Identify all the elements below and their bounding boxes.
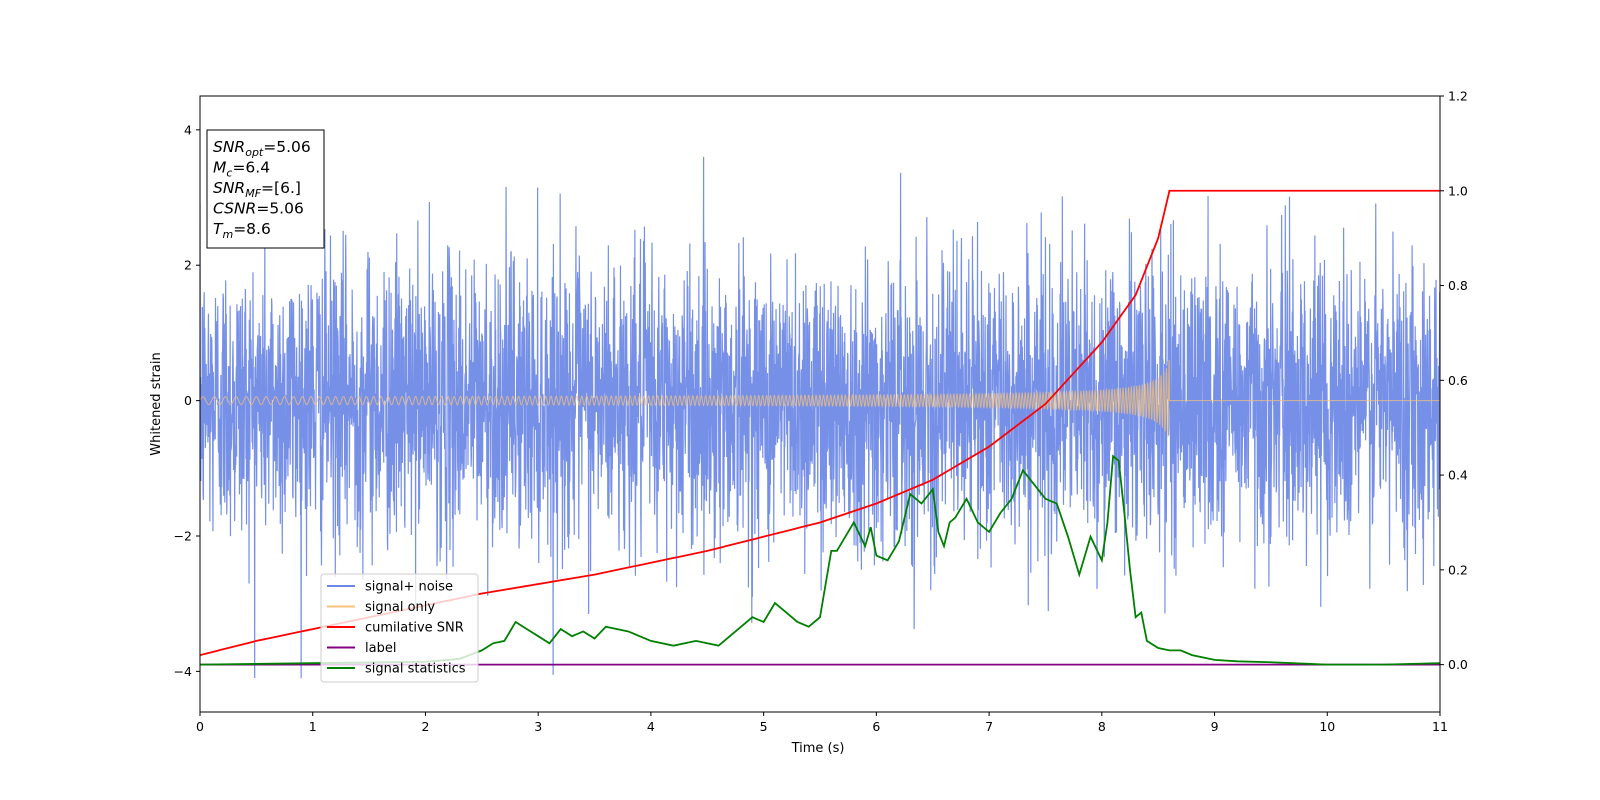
- legend: signal+ noise signal only cumilative SNR la…: [320, 573, 479, 683]
- axis-ticks: 0 1 2 3 4 5 6 7 8 9 10 11 −4 −2 0 2 4 0.0 0.2 0.4 0.6 0.8 1.0 1…: [174, 89, 1468, 735]
- x-tick-label: 6: [872, 719, 880, 734]
- x-tick-label: 5: [760, 719, 768, 734]
- series-signal-noise: [200, 156, 1440, 679]
- series-signal-statistics: [200, 454, 1440, 666]
- x-tick-label: 0: [196, 719, 204, 734]
- annotation-line: SNRopt=5.06: [213, 138, 311, 159]
- y-left-tick-label: 2: [184, 258, 192, 273]
- y-left-tick-label: 4: [184, 122, 192, 137]
- legend-frame: [320, 573, 479, 683]
- y-left-tick-label: −4: [174, 664, 192, 679]
- annotation-line: Mc=6.4: [213, 159, 270, 180]
- x-tick-label: 2: [421, 719, 429, 734]
- x-tick-label: 10: [1319, 719, 1335, 734]
- legend-label: signal+ noise: [365, 580, 453, 595]
- annotation-line: SNRMF=[6.]: [213, 179, 301, 200]
- series-signal-only: [200, 359, 1440, 438]
- y-right-tick-label: 1.0: [1448, 183, 1468, 198]
- y-right-tick-label: 0.4: [1448, 468, 1468, 483]
- y-axis-label: Whitened strain: [149, 352, 164, 455]
- y-right-tick-label: 0.2: [1448, 562, 1468, 577]
- x-tick-label: 3: [534, 719, 542, 734]
- x-tick-label: 7: [985, 719, 993, 734]
- axes-frame: [199, 95, 1441, 713]
- y-right-tick-label: 0.8: [1448, 278, 1468, 293]
- legend-label: label: [365, 641, 396, 656]
- x-tick-label: 9: [1211, 719, 1219, 734]
- y-left-tick-label: −2: [174, 529, 192, 544]
- annotation-line: Tm=8.6: [213, 220, 271, 241]
- y-right-tick-label: 0.6: [1448, 373, 1468, 388]
- x-tick-label: 1: [309, 719, 317, 734]
- x-tick-label: 11: [1432, 719, 1448, 734]
- legend-label: signal statistics: [365, 662, 466, 677]
- y-right-tick-label: 0.0: [1448, 657, 1468, 672]
- x-tick-label: 4: [647, 719, 655, 734]
- annotation-frame: [206, 129, 325, 249]
- y-left-tick-label: 0: [184, 393, 192, 408]
- y-right-tick-label: 1.2: [1448, 89, 1468, 104]
- x-axis-label: Time (s): [791, 741, 845, 756]
- annotation-line: CSNR=5.06: [213, 200, 304, 218]
- legend-label: cumilative SNR: [365, 621, 464, 636]
- legend-label: signal only: [365, 600, 435, 615]
- x-tick-label: 8: [1098, 719, 1106, 734]
